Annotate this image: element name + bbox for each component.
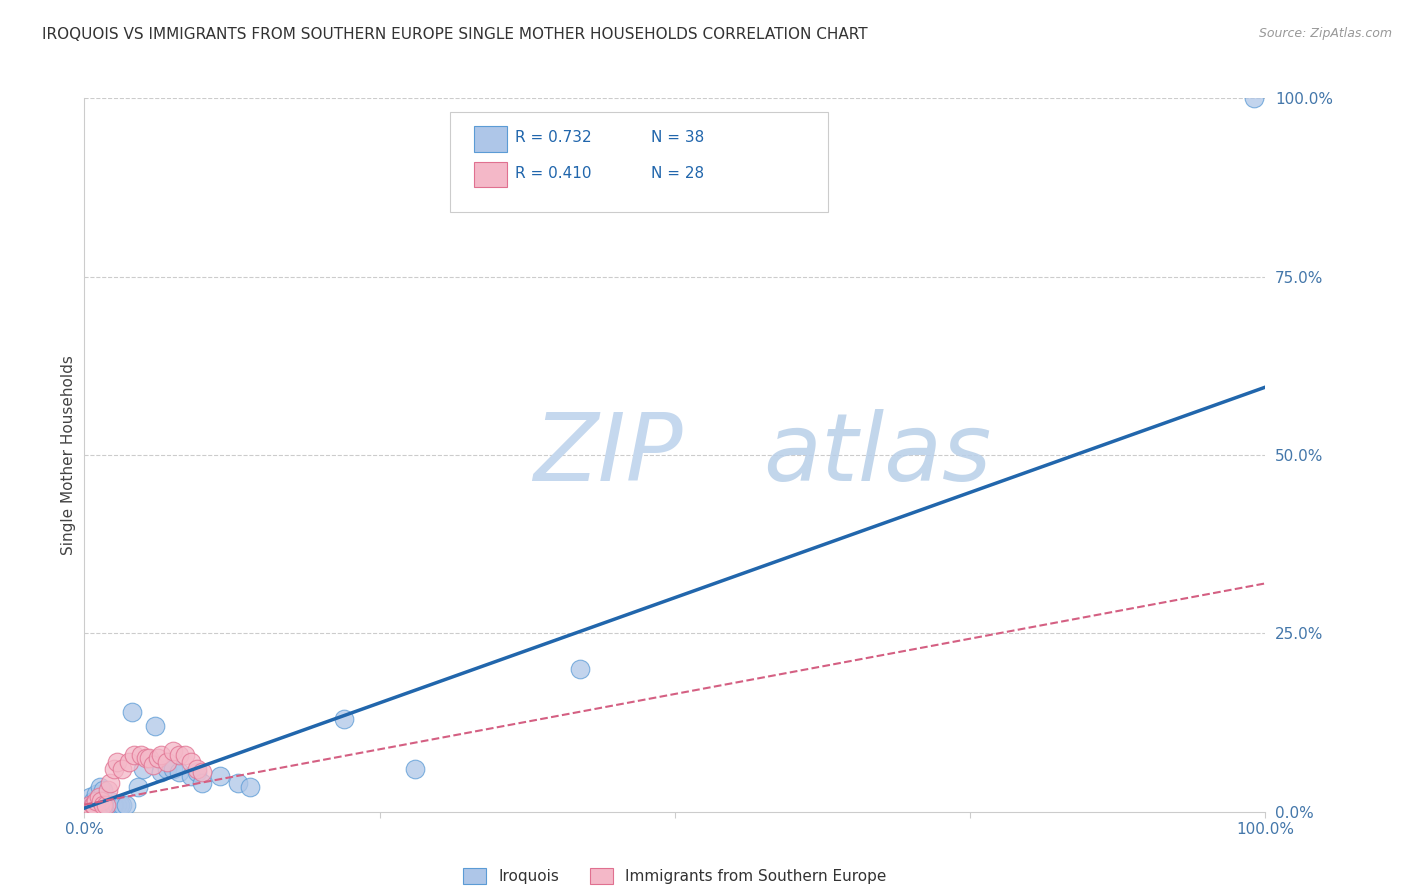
Point [86,797,108,812]
Y-axis label: Single Mother Households: Single Mother Households [60,355,76,555]
Point [107,797,129,812]
Point [94,797,117,812]
FancyBboxPatch shape [474,161,508,187]
Point [333,712,356,726]
Point [94,797,117,812]
Point [1243,91,1265,105]
Point [97,797,120,812]
Point [135,751,157,765]
Point [111,797,134,812]
Point [97,783,120,797]
Point [239,780,262,794]
Point [404,762,426,776]
Point [93,797,115,812]
Text: IROQUOIS VS IMMIGRANTS FROM SOUTHERN EUROPE SINGLE MOTHER HOUSEHOLDS CORRELATION: IROQUOIS VS IMMIGRANTS FROM SOUTHERN EUR… [42,27,868,42]
Point [114,797,136,812]
Point [101,797,124,812]
Text: ZIP: ZIP [533,409,683,500]
Point [107,755,129,769]
Point [150,765,173,780]
Point [186,765,208,780]
Point [111,762,134,776]
Point [82,794,104,808]
Point [87,797,110,812]
Text: N = 38: N = 38 [651,130,704,145]
Text: N = 28: N = 28 [651,166,704,180]
Point [143,719,166,733]
Point [191,776,214,790]
Point [180,755,202,769]
Point [138,751,160,765]
Point [103,797,125,812]
Point [84,794,107,808]
Point [162,744,184,758]
Point [82,797,104,812]
Legend: Iroquois, Immigrants from Southern Europe: Iroquois, Immigrants from Southern Europ… [457,863,893,890]
Point [226,776,249,790]
FancyBboxPatch shape [474,126,508,152]
Point [84,787,107,801]
Point [90,794,112,808]
Text: R = 0.410: R = 0.410 [516,166,592,180]
Text: R = 0.732: R = 0.732 [516,130,592,145]
Point [162,762,184,776]
Point [146,751,169,765]
Point [121,705,143,719]
Point [87,790,110,805]
Point [156,755,179,769]
Point [98,794,121,808]
Point [167,747,190,762]
Point [84,797,107,812]
Point [150,747,173,762]
Text: Source: ZipAtlas.com: Source: ZipAtlas.com [1258,27,1392,40]
Point [129,747,152,762]
Point [118,755,141,769]
Point [89,780,111,794]
Point [108,797,131,812]
Point [127,780,149,794]
Text: atlas: atlas [763,409,991,500]
Point [122,747,145,762]
Point [569,662,592,676]
Point [173,747,195,762]
Point [83,797,105,812]
Point [83,797,105,812]
Point [186,762,208,776]
Point [209,769,232,783]
Point [156,762,179,776]
Point [91,794,114,808]
FancyBboxPatch shape [450,112,828,212]
Point [180,769,202,783]
Point [142,758,165,772]
Point [191,765,214,780]
Point [79,797,101,812]
Point [91,783,114,797]
Point [91,797,114,812]
Point [167,765,190,780]
Point [132,762,155,776]
Point [79,790,101,805]
Point [98,776,121,790]
Point [103,762,125,776]
